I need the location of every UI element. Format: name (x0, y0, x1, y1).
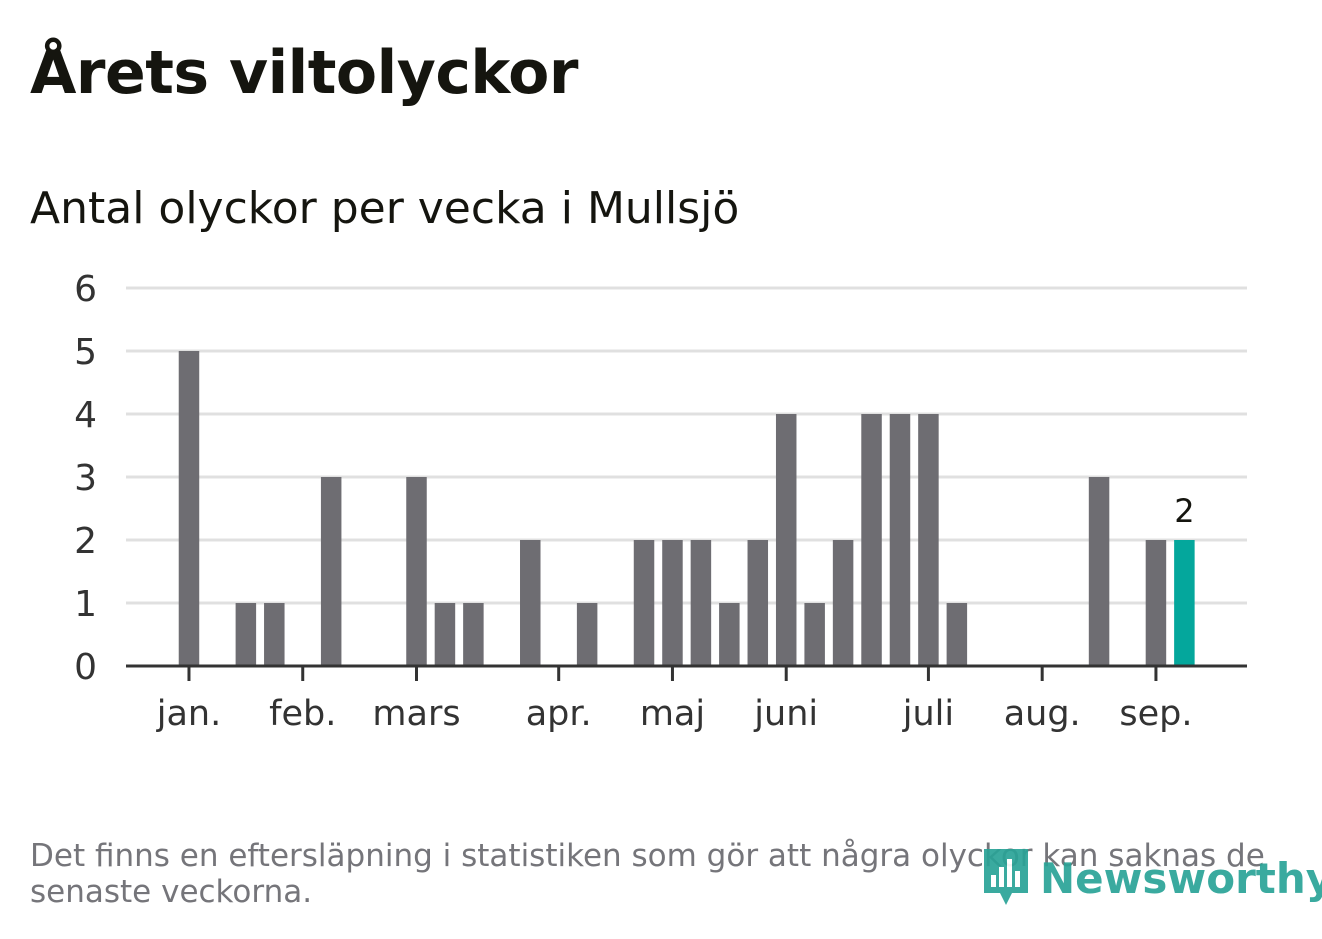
bar (804, 603, 825, 666)
y-tick-label: 0 (74, 647, 97, 688)
bar (633, 540, 655, 666)
chart-subtitle: Antal olyckor per vecka i Mullsjö (30, 183, 740, 234)
x-tick-label: maj (640, 694, 705, 734)
bar (520, 540, 541, 666)
bar (775, 414, 797, 666)
y-tick-label: 1 (74, 584, 97, 625)
x-tick-label: sep. (1119, 694, 1192, 734)
x-tick-label: feb. (269, 694, 336, 734)
x-tick-label: jan. (156, 694, 221, 734)
bar (320, 477, 342, 666)
y-tick-label: 2 (74, 521, 97, 562)
x-tick-label: mars (372, 694, 460, 734)
x-tick-label: juli (902, 694, 954, 734)
bar (946, 603, 968, 666)
grid-lines (126, 286, 1247, 605)
bar (918, 414, 939, 666)
bar (1145, 540, 1167, 666)
data-label-highlight: 2 (1174, 492, 1194, 530)
y-axis-ticks: 0 1 2 3 4 5 6 (74, 269, 97, 688)
newsworthy-bar-chart-icon (984, 849, 1028, 905)
bar (434, 603, 456, 666)
bar-highlight (1174, 540, 1195, 666)
bar (861, 414, 882, 666)
bar (832, 540, 854, 666)
bar (264, 603, 285, 666)
bar (178, 351, 200, 666)
bar (406, 477, 427, 666)
bar (747, 540, 769, 666)
y-tick-label: 5 (74, 332, 97, 373)
y-tick-label: 3 (74, 458, 97, 499)
x-axis-ticks: jan. feb. mars apr. maj juni juli aug. sep. (156, 666, 1193, 734)
bar (235, 603, 257, 666)
bar (662, 540, 683, 666)
newsworthy-logo: Newsworthy (980, 845, 1322, 911)
y-tick-label: 6 (74, 269, 97, 310)
data-labels: 2 (1174, 492, 1194, 530)
x-tick-label: juni (753, 694, 818, 734)
bar (719, 603, 740, 666)
footnote: Det finns en eftersläpning i statistiken… (30, 838, 1265, 910)
bar (1088, 477, 1110, 666)
bar-chart: 0 1 2 3 4 5 6 jan. feb. mars apr. maj juni juli aug. s… (74, 269, 1247, 734)
bar (889, 414, 911, 666)
bars (178, 351, 1195, 666)
x-tick-label: apr. (526, 694, 592, 734)
bar (463, 603, 484, 666)
x-tick-label: aug. (1004, 694, 1081, 734)
chart-title: Årets viltolyckor (30, 38, 579, 108)
y-tick-label: 4 (74, 395, 97, 436)
logo-text: Newsworthy (1040, 853, 1322, 903)
bar (690, 540, 712, 666)
bar (576, 603, 598, 666)
